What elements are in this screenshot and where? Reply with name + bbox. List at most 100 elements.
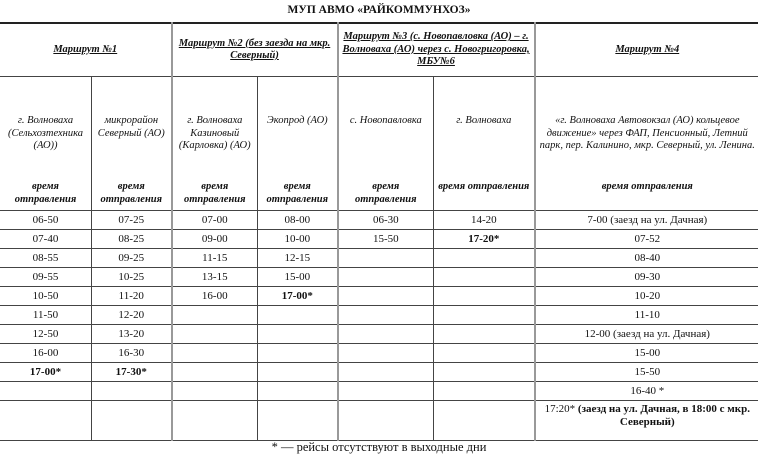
departure-time: 11-10 — [634, 308, 660, 321]
time-cell: 15-50 — [336, 229, 435, 249]
departure-time: 16-00 — [201, 289, 228, 302]
departure-time: 10-20 — [634, 289, 661, 302]
time-cell: 10-25 — [90, 267, 173, 287]
departure-time: 16-00 — [32, 346, 59, 359]
schedule-rows: 06-50 07-25 07-00 08-00 06-30 14-20 7-00 (заез… — [0, 210, 758, 441]
route-1-header: Маршрут №1 — [0, 22, 173, 77]
stop-name: с. Новопавловка — [349, 115, 422, 126]
departure-time-label: время отправления — [601, 181, 693, 192]
departure-time: 10-00 — [284, 232, 311, 245]
stop-header-cell: микрорайон Северный (АО) время отправлени… — [90, 76, 173, 211]
departure-time-label: время отправления — [354, 181, 417, 205]
time-cell — [433, 381, 536, 401]
time-cell — [257, 324, 339, 344]
time-cell — [90, 381, 173, 401]
time-cell: 08-55 — [0, 248, 92, 268]
table-row: 16-00 16-30 15-00 — [0, 343, 758, 363]
departure-time: 17-30* — [115, 365, 147, 378]
time-cell — [433, 267, 536, 287]
time-cell — [257, 343, 339, 363]
time-cell: 12-50 — [0, 324, 92, 344]
route-4-header: Маршрут №4 — [533, 22, 758, 77]
time-cell: 12-20 — [90, 305, 173, 325]
departure-time: 12-20 — [118, 308, 145, 321]
table-row: 07-40 08-25 09-00 10-00 15-50 17-20* 07-52 — [0, 229, 758, 249]
time-cell: 07-25 — [90, 210, 173, 230]
departure-time-label: время отправления — [183, 181, 246, 205]
time-cell: 13-20 — [90, 324, 173, 344]
stops-row: г. Волноваха (Сельхозтехника (АО)) время … — [0, 76, 758, 211]
route-3-header: Маршрут №3 (с. Новопавловка (АО) – г. Во… — [336, 22, 536, 77]
departure-time: 10-25 — [118, 270, 145, 283]
departure-time: 07-40 — [32, 232, 59, 245]
time-cell: 11-20 — [90, 286, 173, 306]
departure-time: 11-50 — [32, 308, 59, 321]
time-cell: 11-15 — [170, 248, 259, 268]
table-row: 17:20* (заезд на ул. Дачная, в 18:00 с м… — [0, 400, 758, 441]
route-header-row: Маршрут №1 Маршрут №2 (без заезда на мкр… — [0, 22, 758, 77]
departure-time: 09-25 — [118, 251, 145, 264]
time-cell — [170, 305, 259, 325]
time-cell: 15-50 — [533, 362, 758, 382]
stop-name: г. Волноваха — [456, 115, 512, 126]
time-cell: 07-52 — [533, 229, 758, 249]
time-cell: 10-50 — [0, 286, 92, 306]
time-cell — [336, 305, 435, 325]
time-cell — [257, 400, 339, 441]
stop-header-cell: г. Волноваха время отправления — [433, 76, 536, 211]
time-cell: 13-15 — [170, 267, 259, 287]
departure-time: 08-00 — [284, 213, 311, 226]
time-cell: 07-00 — [170, 210, 259, 230]
time-cell: 07-40 — [0, 229, 92, 249]
time-cell — [336, 400, 435, 441]
time-cell: 16-40 * — [533, 381, 758, 401]
stop-header-cell: г. Волноваха (Сельхозтехника (АО)) время … — [0, 76, 92, 211]
time-cell: 15-00 — [533, 343, 758, 363]
departure-time: 12-15 — [284, 251, 311, 264]
stop-header-cell: г. Волноваха Казиновый (Карловка) (АО) вр… — [170, 76, 259, 211]
departure-time: 06-30 — [372, 213, 399, 226]
stop-header-cell: с. Новопавловка время отправления — [336, 76, 435, 211]
time-cell: 09-30 — [533, 267, 758, 287]
time-cell — [257, 362, 339, 382]
departure-time: 09-00 — [201, 232, 228, 245]
departure-time: 17-00* — [29, 365, 62, 378]
time-cell: 16-00 — [0, 343, 92, 363]
time-cell — [257, 381, 339, 401]
departure-time: 11-20 — [118, 289, 144, 302]
time-cell: 16-00 — [170, 286, 259, 306]
time-cell: 11-10 — [533, 305, 758, 325]
time-cell: 14-20 — [433, 210, 536, 230]
time-cell — [336, 248, 435, 268]
time-cell — [336, 343, 435, 363]
departure-time: 11-15 — [202, 251, 228, 264]
time-cell — [0, 400, 92, 441]
departure-time: 12-50 — [32, 327, 59, 340]
stop-name: г. Волноваха (Сельхозтехника (АО)) — [7, 115, 84, 151]
departure-time: 07-25 — [118, 213, 145, 226]
departure-time: 15-50 — [372, 232, 399, 245]
time-cell: 15-00 — [257, 267, 339, 287]
departure-time: 15-00 — [634, 346, 661, 359]
table-row: 16-40 * — [0, 381, 758, 401]
departure-time-label: время отправления — [438, 181, 530, 192]
time-cell — [257, 305, 339, 325]
departure-time-label: время отправления — [266, 181, 329, 205]
time-cell: 17-00* — [0, 362, 92, 382]
time-cell — [336, 267, 435, 287]
time-cell: 09-25 — [90, 248, 173, 268]
time-cell: 08-40 — [533, 248, 758, 268]
departure-time-label: время отправления — [100, 181, 163, 205]
time-cell: 12-15 — [257, 248, 339, 268]
stop-header-cell: Экопрод (АО) время отправления — [257, 76, 339, 211]
departure-time: 17:20* — [544, 403, 576, 415]
stop-name: Экопрод (АО) — [266, 115, 328, 126]
time-cell — [336, 362, 435, 382]
time-cell: 08-25 — [90, 229, 173, 249]
time-cell — [170, 343, 259, 363]
time-cell — [170, 362, 259, 382]
departure-time: 15-00 — [284, 270, 311, 283]
departure-time-label: время отправления — [14, 181, 77, 205]
time-cell: 08-00 — [257, 210, 339, 230]
departure-time: 12-00 (заезд на ул. Дачная) — [584, 327, 710, 340]
